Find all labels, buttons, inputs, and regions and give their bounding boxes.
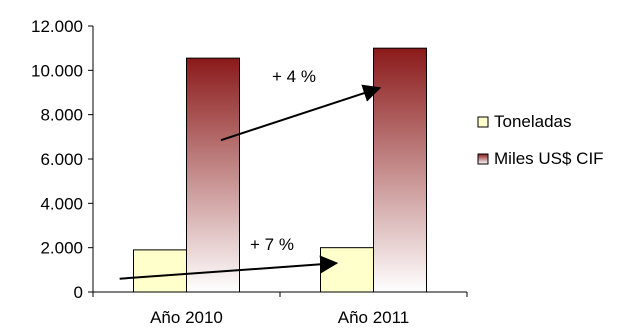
x-axis: Año 2010 Año 2011 — [92, 291, 468, 327]
y-tick-label: 6.000 — [40, 150, 83, 169]
legend-swatch — [477, 116, 489, 128]
y-tick-label: 8.000 — [40, 106, 83, 125]
y-tick-label: 12.000 — [31, 17, 83, 36]
y-tick-label: 0 — [74, 283, 83, 302]
growth-arrow — [119, 255, 339, 280]
annotations: + 4 % + 7 % — [119, 67, 382, 280]
legend-swatch — [477, 153, 489, 165]
y-tick-label: 4.000 — [40, 194, 83, 213]
bar-miles-usd-cif — [373, 47, 427, 293]
y-axis: 0 2.000 4.000 6.000 8.000 10.000 12.000 — [31, 17, 94, 302]
legend: Toneladas Miles US$ CIF — [477, 112, 604, 168]
growth-label: + 7 % — [250, 235, 294, 254]
x-tick-label: Año 2010 — [150, 308, 223, 327]
bars — [133, 47, 427, 293]
x-tick-label: Año 2011 — [338, 308, 410, 327]
y-tick-label: 2.000 — [40, 239, 83, 258]
bar-toneladas — [320, 247, 374, 293]
bar-miles-usd-cif — [186, 57, 240, 293]
growth-arrow — [220, 84, 382, 142]
y-tick-label: 10.000 — [31, 61, 83, 80]
legend-label: Toneladas — [494, 112, 572, 131]
bar-toneladas — [133, 249, 187, 293]
growth-label: + 4 % — [272, 67, 316, 86]
legend-label: Miles US$ CIF — [494, 149, 604, 168]
